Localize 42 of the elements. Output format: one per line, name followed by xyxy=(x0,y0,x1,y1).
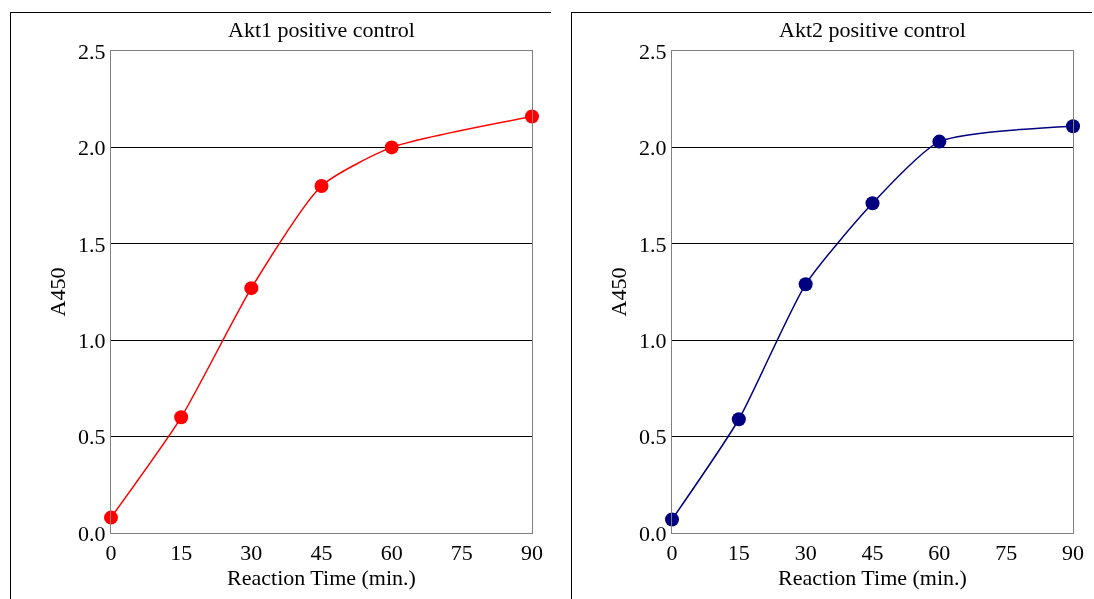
x-axis-title: Reaction Time (min.) xyxy=(227,565,416,591)
x-axis-title: Reaction Time (min.) xyxy=(778,565,967,591)
point xyxy=(244,281,259,296)
point xyxy=(731,412,746,427)
y-tick-label: 2.0 xyxy=(639,135,667,161)
point xyxy=(174,410,189,425)
y-tick-label: 1.5 xyxy=(639,231,667,257)
point xyxy=(384,140,399,155)
y-axis-title: A450 xyxy=(605,267,631,317)
x-tick-label: 15 xyxy=(170,540,193,566)
point xyxy=(798,277,813,292)
x-tick-label: 60 xyxy=(380,540,403,566)
x-tick-label: 30 xyxy=(794,540,817,566)
y-tick-label: 0.5 xyxy=(639,424,667,450)
y-tick-label: 1.5 xyxy=(78,231,106,257)
x-tick-label: 90 xyxy=(521,540,543,566)
x-tick-label: 90 xyxy=(1062,540,1084,566)
point xyxy=(1066,119,1080,134)
point xyxy=(314,178,329,193)
y-tick-label: 0.0 xyxy=(78,520,106,546)
x-tick-label: 60 xyxy=(928,540,951,566)
x-tick-label: 15 xyxy=(727,540,750,566)
x-tick-label: 30 xyxy=(240,540,263,566)
y-tick-label: 2.0 xyxy=(78,135,106,161)
y-tick-label: 1.0 xyxy=(639,327,667,353)
y-axis-title: A450 xyxy=(44,267,70,317)
x-tick-label: 75 xyxy=(995,540,1018,566)
y-tick-label: 0.5 xyxy=(78,424,106,450)
x-tick-label: 0 xyxy=(105,540,117,566)
point xyxy=(104,510,118,525)
chart-title: Akt2 positive control xyxy=(779,17,966,43)
y-tick-label: 2.5 xyxy=(78,38,106,64)
chart-title: Akt1 positive control xyxy=(228,17,415,43)
point xyxy=(932,134,947,149)
y-tick-label: 1.0 xyxy=(78,327,106,353)
y-tick-label: 2.5 xyxy=(639,38,667,64)
x-tick-label: 75 xyxy=(450,540,473,566)
x-tick-label: 0 xyxy=(666,540,678,566)
x-tick-label: 45 xyxy=(310,540,333,566)
y-tick-label: 0.0 xyxy=(639,520,667,546)
point xyxy=(865,196,880,211)
x-tick-label: 45 xyxy=(861,540,884,566)
